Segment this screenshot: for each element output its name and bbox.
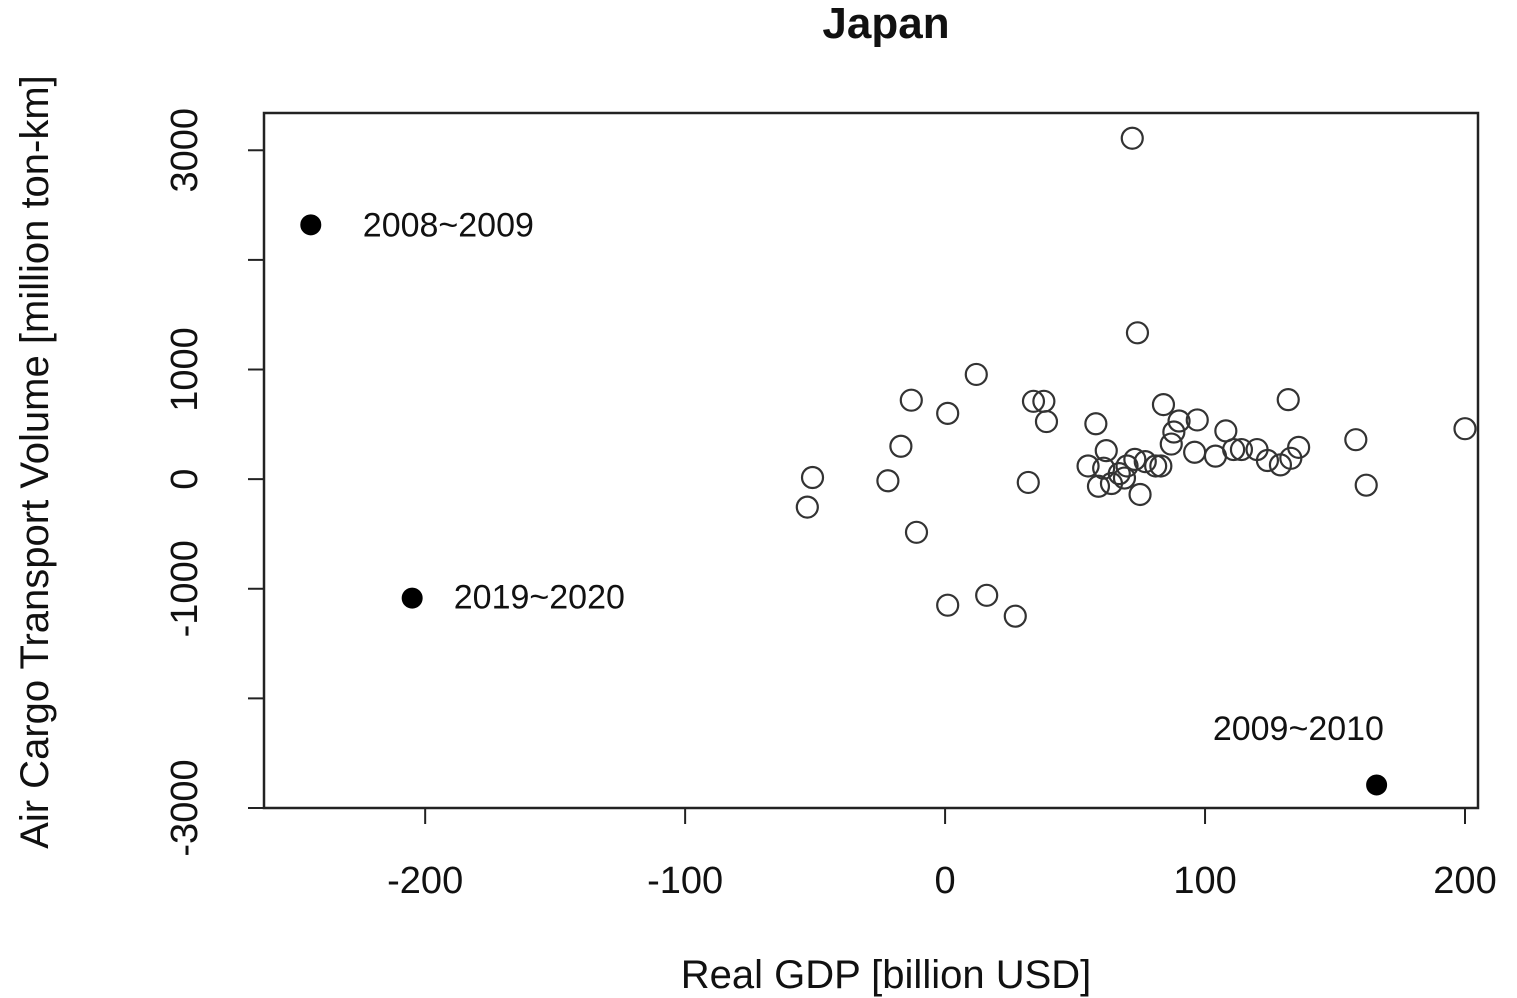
data-point	[1086, 474, 1111, 498]
chart-title: Japan	[822, 0, 949, 48]
x-tick-label: 100	[1173, 860, 1236, 902]
data-point	[899, 388, 923, 412]
x-tick-label: 200	[1433, 860, 1496, 902]
data-point	[1128, 482, 1152, 507]
data-points	[300, 126, 1477, 796]
data-point	[1107, 462, 1131, 486]
point-annotation-label: 2019~2020	[454, 578, 625, 616]
data-point	[1287, 435, 1311, 459]
x-tick-label: -100	[647, 860, 723, 902]
y-axis-ticks: -3000 -1000 0 1000 3000	[164, 108, 264, 857]
y-tick-label: 0	[164, 469, 206, 490]
data-point	[1162, 420, 1186, 444]
data-point	[1021, 389, 1046, 413]
data-point	[1167, 409, 1191, 433]
data-point	[876, 469, 900, 493]
data-point	[1094, 439, 1118, 463]
y-tick-label: -3000	[164, 759, 206, 856]
highlighted-point	[300, 214, 322, 236]
data-point	[1115, 454, 1139, 478]
data-point	[1133, 449, 1157, 474]
y-tick-label: 3000	[164, 108, 206, 193]
data-point	[800, 465, 825, 490]
data-point	[1255, 448, 1280, 473]
highlighted-point	[401, 587, 423, 609]
data-point	[1159, 432, 1183, 456]
point-annotations: 2008~2009 2019~2020 2009~2010	[363, 206, 1384, 748]
data-point	[1183, 440, 1207, 464]
data-point	[1092, 456, 1116, 480]
data-point	[1344, 428, 1368, 452]
data-point	[1120, 126, 1144, 150]
point-annotation-label: 2008~2009	[363, 206, 534, 244]
data-point	[795, 495, 819, 519]
data-point	[889, 434, 913, 458]
data-point	[1123, 447, 1147, 472]
data-point	[1144, 454, 1168, 478]
data-point	[1229, 437, 1254, 462]
data-point	[1003, 604, 1027, 628]
x-axis-label: Real GDP [billion USD]	[681, 953, 1092, 997]
data-point	[1222, 437, 1246, 462]
x-axis-ticks: -200 -100 0 100 200	[387, 808, 1497, 902]
data-point	[1276, 388, 1300, 412]
data-point	[936, 401, 960, 425]
data-point	[1076, 454, 1100, 478]
y-tick-label: 1000	[164, 327, 206, 412]
point-annotation-label: 2009~2010	[1213, 710, 1384, 748]
x-tick-label: 0	[935, 860, 956, 902]
y-tick-label: -1000	[164, 540, 206, 637]
data-point	[936, 593, 960, 617]
data-point	[1125, 321, 1150, 345]
data-point	[1084, 412, 1108, 436]
data-point	[1354, 473, 1378, 497]
x-tick-label: -200	[387, 860, 463, 902]
data-point	[1185, 408, 1209, 432]
y-axis-label: Air Cargo Transport Volume [million ton-…	[13, 75, 57, 849]
data-point	[975, 583, 999, 607]
data-point	[1034, 409, 1059, 434]
data-point	[1453, 417, 1477, 441]
data-point	[904, 520, 929, 544]
data-point	[1112, 466, 1137, 490]
data-point	[964, 362, 988, 387]
highlighted-point	[1366, 774, 1388, 796]
data-point	[1151, 392, 1176, 417]
data-point	[1016, 470, 1040, 495]
data-point	[1149, 454, 1173, 478]
